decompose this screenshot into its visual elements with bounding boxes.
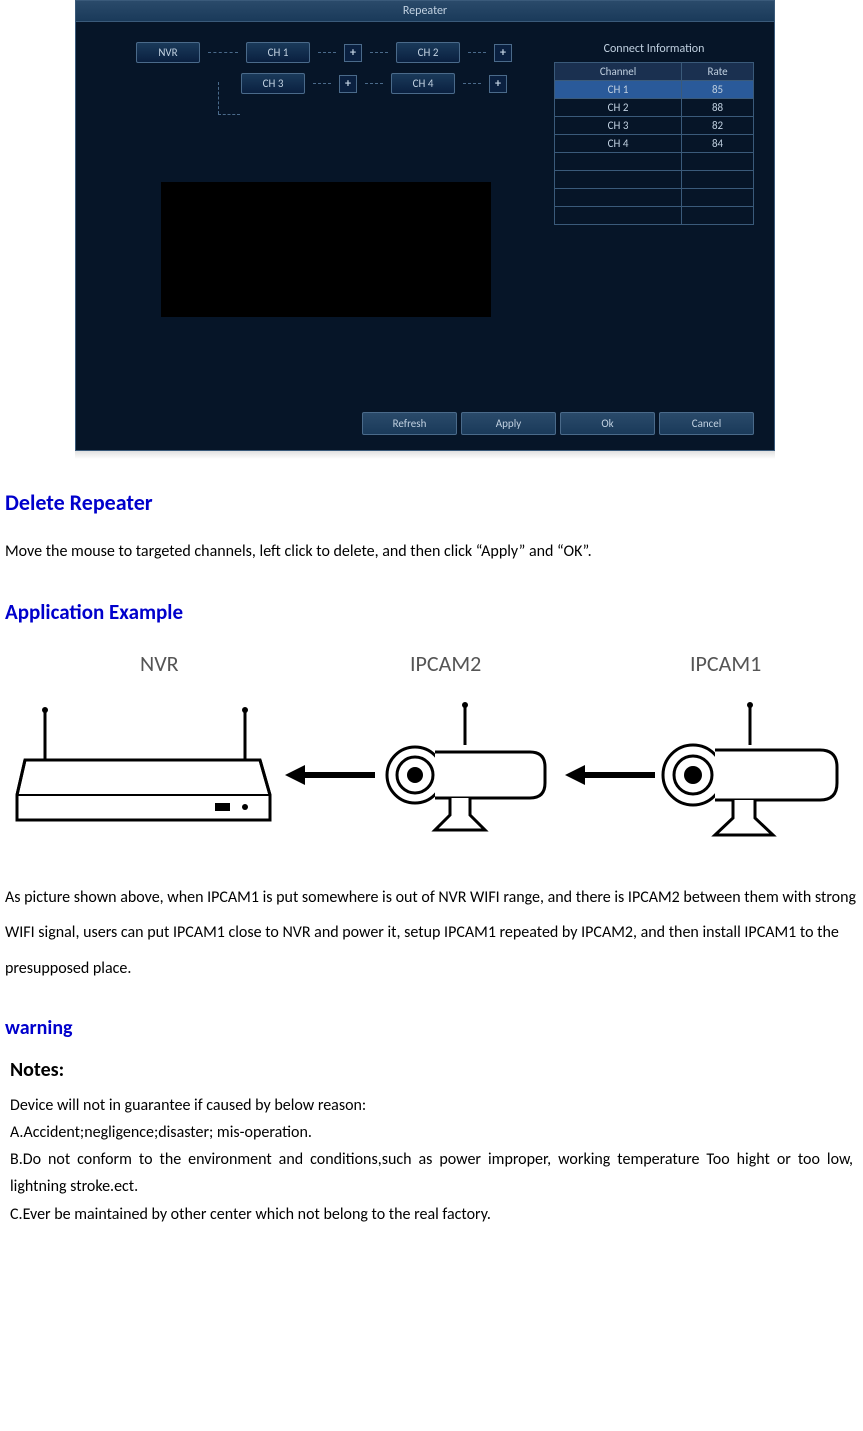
connect-info-panel: Connect Information Channel Rate CH 1 85… — [534, 42, 754, 392]
connector-line — [365, 83, 383, 84]
refresh-button[interactable]: Refresh — [362, 412, 457, 435]
table-row[interactable]: CH 4 84 — [555, 135, 754, 153]
col-rate: Rate — [682, 63, 754, 81]
diagram-nvr-label: NVR — [140, 650, 179, 677]
cell-channel: CH 4 — [555, 135, 682, 153]
arrow-left-icon — [560, 760, 660, 795]
repeater-window: Repeater NVR CH 1 + CH 2 + CH 3 — [75, 0, 775, 451]
delete-repeater-paragraph: Move the mouse to targeted channels, lef… — [5, 534, 858, 569]
connect-info-table: Channel Rate CH 1 85 CH 2 88 CH 3 82 — [554, 62, 754, 225]
ch2-node[interactable]: CH 2 — [396, 42, 460, 63]
repeater-topology: NVR CH 1 + CH 2 + CH 3 + CH — [96, 42, 534, 392]
repeater-titlebar: Repeater — [76, 1, 774, 22]
repeater-footer: Refresh Apply Ok Cancel — [76, 402, 774, 450]
cell-rate: 85 — [682, 81, 754, 99]
ipcam1-device-icon — [655, 700, 855, 855]
table-row[interactable]: CH 3 82 — [555, 117, 754, 135]
cell-channel: CH 3 — [555, 117, 682, 135]
arrow-left-icon — [280, 760, 380, 795]
connector-line — [468, 52, 486, 53]
table-row-empty — [555, 171, 754, 189]
connector-line — [370, 52, 388, 53]
ok-button[interactable]: Ok — [560, 412, 655, 435]
table-row-empty — [555, 153, 754, 171]
table-row-empty — [555, 207, 754, 225]
application-example-heading: Application Example — [5, 599, 858, 625]
nvr-device-icon — [15, 700, 275, 855]
ch3-node[interactable]: CH 3 — [241, 73, 305, 94]
add-icon[interactable]: + — [489, 75, 507, 93]
col-channel: Channel — [555, 63, 682, 81]
black-rectangle — [161, 182, 491, 317]
cancel-button[interactable]: Cancel — [659, 412, 754, 435]
repeater-window-title: Repeater — [403, 4, 447, 18]
cell-rate: 82 — [682, 117, 754, 135]
connector-line — [463, 83, 481, 84]
cell-channel: CH 1 — [555, 81, 682, 99]
application-paragraph: As picture shown above, when IPCAM1 is p… — [5, 880, 858, 986]
connector-line — [218, 82, 219, 114]
ch4-node[interactable]: CH 4 — [391, 73, 455, 94]
table-header-row: Channel Rate — [555, 63, 754, 81]
table-row[interactable]: CH 1 85 — [555, 81, 754, 99]
table-row[interactable]: CH 2 88 — [555, 99, 754, 117]
apply-button[interactable]: Apply — [461, 412, 556, 435]
nvr-node[interactable]: NVR — [136, 42, 200, 63]
cell-channel: CH 2 — [555, 99, 682, 117]
warning-heading: warning — [5, 1016, 858, 1040]
diagram-ipcam1-label: IPCAM1 — [690, 650, 761, 677]
connector-line — [218, 114, 240, 115]
repeater-body: NVR CH 1 + CH 2 + CH 3 + CH — [76, 22, 774, 402]
connector-line — [313, 83, 331, 84]
window-shadow — [75, 451, 775, 459]
delete-repeater-heading: Delete Repeater — [5, 489, 858, 516]
ipcam2-device-icon — [380, 700, 560, 855]
application-diagram: NVR IPCAM2 IPCAM1 — [10, 650, 860, 860]
notes-body: Device will not in guarantee if caused b… — [5, 1092, 858, 1228]
notes-label: Notes: — [10, 1058, 858, 1082]
connector-line — [208, 52, 238, 53]
connect-info-title: Connect Information — [554, 42, 754, 56]
diagram-ipcam2-label: IPCAM2 — [410, 650, 481, 677]
cell-rate: 84 — [682, 135, 754, 153]
add-icon[interactable]: + — [494, 44, 512, 62]
topology-row-1: NVR CH 1 + CH 2 + — [136, 42, 534, 63]
ch1-node[interactable]: CH 1 — [246, 42, 310, 63]
table-row-empty — [555, 189, 754, 207]
cell-rate: 88 — [682, 99, 754, 117]
add-icon[interactable]: + — [344, 44, 362, 62]
add-icon[interactable]: + — [339, 75, 357, 93]
topology-row-2: CH 3 + CH 4 + — [241, 73, 534, 94]
connector-line — [318, 52, 336, 53]
